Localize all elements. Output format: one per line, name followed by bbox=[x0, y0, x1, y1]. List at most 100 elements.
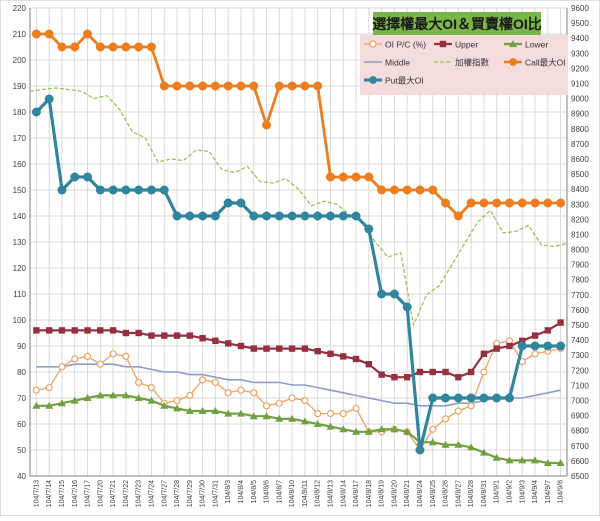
call-point bbox=[134, 42, 144, 52]
right-tick-label: 8400 bbox=[571, 185, 589, 194]
x-tick-label: 104/7/31 bbox=[212, 480, 219, 507]
pc-point bbox=[531, 350, 539, 358]
call-point bbox=[31, 29, 41, 39]
legend-background bbox=[360, 35, 568, 95]
x-tick-label: 104/8/3 bbox=[225, 480, 232, 503]
put-point bbox=[210, 211, 220, 221]
right-tick-label: 6600 bbox=[571, 457, 589, 466]
lower-point bbox=[556, 459, 565, 466]
upper-point bbox=[173, 332, 181, 339]
left-tick-label: 80 bbox=[17, 368, 26, 377]
x-tick-label: 104/7/15 bbox=[59, 480, 66, 507]
call-point bbox=[428, 185, 438, 195]
x-tick-label: 104/8/25 bbox=[430, 480, 437, 507]
x-tick-label: 104/7/17 bbox=[85, 480, 92, 507]
upper-point bbox=[416, 368, 424, 376]
legend-label: Call最大OI bbox=[525, 58, 566, 68]
x-tick-label: 104/7/30 bbox=[200, 480, 207, 507]
upper-point bbox=[327, 350, 334, 357]
series-upper bbox=[33, 319, 564, 381]
right-tick-label: 7600 bbox=[571, 306, 589, 315]
upper-point bbox=[109, 327, 117, 334]
upper-point bbox=[263, 345, 270, 352]
upper-point bbox=[467, 368, 475, 376]
put-point bbox=[249, 211, 259, 221]
upper-point bbox=[122, 329, 130, 337]
x-tick-label: 104/9/3 bbox=[519, 480, 526, 503]
right-tick-label: 7400 bbox=[571, 336, 589, 345]
pc-point bbox=[314, 410, 322, 418]
legend-item-put: Put最大OI bbox=[364, 76, 424, 86]
put-point bbox=[223, 198, 233, 208]
pc-point bbox=[58, 363, 66, 371]
call-point bbox=[223, 81, 233, 91]
pc-point bbox=[186, 391, 194, 399]
legend-item-upper: Upper bbox=[434, 40, 478, 50]
put-point bbox=[57, 185, 67, 195]
lower-point bbox=[121, 391, 130, 399]
lower-point bbox=[518, 456, 527, 464]
x-tick-label: 104/7/23 bbox=[136, 480, 143, 507]
legend-label: Lower bbox=[525, 40, 548, 50]
legend-swatch-marker bbox=[369, 40, 377, 48]
x-tick-label: 104/8/27 bbox=[455, 480, 462, 507]
x-tick-label: 104/9/7 bbox=[545, 480, 552, 503]
put-point bbox=[389, 289, 399, 299]
left-tick-label: 200 bbox=[13, 56, 27, 65]
pc-point bbox=[352, 404, 360, 412]
left-tick-label: 110 bbox=[13, 290, 26, 299]
legend-swatch-marker bbox=[509, 40, 517, 47]
pc-point bbox=[429, 425, 437, 433]
call-point bbox=[389, 185, 399, 195]
put-point bbox=[325, 211, 335, 221]
right-tick-label: 8000 bbox=[571, 246, 589, 255]
x-tick-label: 104/8/7 bbox=[276, 480, 283, 503]
lower-point bbox=[352, 427, 361, 435]
upper-point bbox=[97, 327, 104, 334]
call-point bbox=[210, 81, 220, 91]
call-point bbox=[453, 211, 463, 221]
call-point bbox=[313, 81, 323, 91]
upper-point bbox=[314, 348, 321, 355]
pc-point bbox=[224, 389, 232, 397]
right-tick-label: 7100 bbox=[571, 381, 589, 390]
upper-point bbox=[148, 332, 155, 339]
upper-point bbox=[288, 345, 296, 352]
right-tick-label: 8100 bbox=[571, 230, 589, 239]
lower-point bbox=[492, 453, 501, 461]
upper-point bbox=[365, 361, 373, 368]
x-tick-label: 104/7/22 bbox=[123, 480, 130, 507]
middle-line bbox=[36, 363, 561, 407]
right-tick-label: 8800 bbox=[571, 125, 589, 134]
call-point bbox=[262, 120, 272, 130]
pc-point bbox=[301, 397, 309, 405]
call-point bbox=[236, 81, 246, 91]
upper-point bbox=[531, 332, 539, 339]
left-tick-label: 100 bbox=[13, 316, 27, 325]
lower-point bbox=[364, 427, 373, 435]
put-point bbox=[121, 185, 131, 195]
right-tick-label: 7200 bbox=[571, 366, 589, 375]
call-point bbox=[543, 198, 553, 208]
upper-point bbox=[45, 327, 53, 334]
series-pc bbox=[32, 337, 565, 454]
left-tick-label: 220 bbox=[13, 4, 27, 13]
series-lower bbox=[32, 391, 565, 466]
call-point bbox=[185, 81, 195, 91]
lower-point bbox=[83, 394, 92, 401]
lower-point bbox=[57, 399, 66, 407]
call-point bbox=[504, 198, 514, 208]
x-tick-label: 104/8/6 bbox=[264, 480, 271, 503]
right-tick-label: 8500 bbox=[571, 170, 589, 179]
pc-point bbox=[262, 402, 271, 410]
right-tick-label: 7000 bbox=[571, 397, 589, 406]
x-tick-label: 104/8/19 bbox=[379, 480, 386, 507]
lower-point bbox=[300, 417, 309, 425]
pc-point bbox=[454, 407, 462, 415]
left-tick-label: 60 bbox=[17, 420, 26, 429]
legend-item-middle: Middle bbox=[364, 58, 410, 68]
put-point bbox=[428, 393, 438, 403]
put-point bbox=[198, 211, 208, 221]
pc-point bbox=[237, 386, 245, 394]
put-point bbox=[492, 393, 502, 403]
